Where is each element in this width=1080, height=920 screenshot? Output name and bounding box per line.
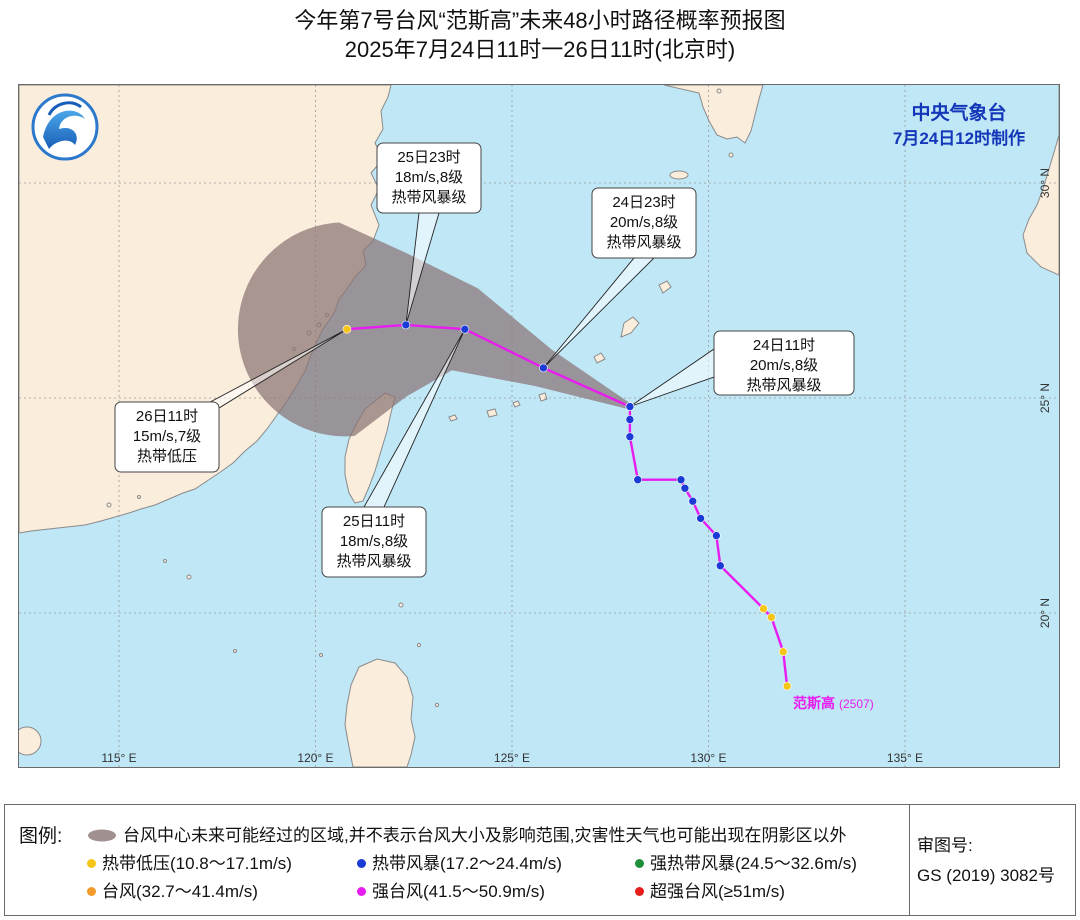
map-canvas: 115° E 120° E 125° E 130° E 135° E 30° N 25° N…: [19, 85, 1059, 767]
callout-box: [713, 330, 855, 396]
legend-divider: [909, 805, 910, 915]
lat-label: 20° N: [1038, 598, 1052, 628]
past-track-point: [767, 612, 776, 622]
callout-time: 24日11时: [753, 337, 815, 354]
forecast-track-point: [342, 324, 352, 334]
legend-item: 台风(32.7～41.4m/s): [87, 877, 258, 902]
title-block: 今年第7号台风“范斯高”未来48小时路径概率预报图 2025年7月24日11时一…: [0, 6, 1080, 64]
land-jeju: [669, 170, 689, 180]
legend-dot-icon: [635, 859, 644, 868]
lon-label: 115° E: [101, 751, 136, 765]
callout-wind: 20m/s,8级: [750, 357, 818, 374]
cma-logo: [31, 93, 99, 161]
track-map: 115° E 120° E 125° E 130° E 135° E 30° N 25° N…: [18, 84, 1060, 768]
legend-item: 热带低压(10.8～17.1m/s): [87, 849, 292, 874]
legend-item: 热带风暴(17.2～24.4m/s): [357, 849, 562, 874]
callout-time: 25日11时: [343, 513, 405, 530]
legend-title: 图例:: [19, 826, 63, 847]
legend-dot-icon: [87, 887, 96, 896]
callout-time: 26日11时: [136, 408, 198, 425]
lon-label: 120° E: [297, 751, 333, 765]
callout-time: 25日23时: [397, 149, 460, 166]
callout-category: 热带风暴级: [336, 553, 411, 570]
forecast-callouts: 24日11时20m/s,8级热带风暴级24日23时20m/s,8级热带风暴级25…: [114, 142, 855, 578]
legend-dot-icon: [357, 859, 366, 868]
legend-item-label: 热带风暴(17.2～24.4m/s): [372, 854, 562, 873]
legend-item: 超强台风(≥51m/s): [635, 877, 785, 902]
callout-box: [591, 187, 697, 259]
legend-item-label: 强热带风暴(24.5～32.6m/s): [650, 854, 857, 873]
track-points: [342, 320, 792, 691]
callout-wind: 18m/s,8级: [395, 169, 463, 186]
land-hainan: [19, 726, 42, 756]
land-korea: [663, 85, 764, 144]
legend-dot-icon: [87, 859, 96, 868]
legend-item-label: 超强台风(≥51m/s): [650, 882, 785, 901]
callout-category: 热带风暴级: [746, 377, 821, 394]
callout-category: 热带低压: [137, 448, 197, 465]
legend-item-label: 台风(32.7～41.4m/s): [102, 882, 258, 901]
storm-code: (2507): [839, 697, 874, 711]
legend-item-label: 热带低压(10.8～17.1m/s): [102, 854, 292, 873]
callout-box: [376, 142, 482, 214]
probability-cone: [237, 222, 632, 437]
lon-label: 130° E: [690, 751, 726, 765]
cone-swatch-icon: [88, 829, 116, 842]
map-title: 今年第7号台风“范斯高”未来48小时路径概率预报图: [294, 8, 786, 33]
legend-dot-icon: [357, 887, 366, 896]
callout-box: [321, 506, 427, 578]
legend-cone-row: 台风中心未来可能经过的区域,并不表示台风大小及影响范围,灾害性天气也可能出现在阴…: [87, 821, 846, 846]
past-track-point: [715, 561, 725, 571]
lat-label: 25° N: [1038, 383, 1052, 413]
agency-issued-time: 7月24日12时制作: [893, 128, 1025, 148]
past-track-point: [680, 483, 690, 493]
past-track-point: [759, 604, 768, 614]
past-track-point: [688, 496, 698, 506]
storm-name-label: 范斯高 (2507): [793, 695, 874, 711]
legend-panel: 图例: 台风中心未来可能经过的区域,并不表示台风大小及影响范围,灾害性天气也可能…: [4, 804, 1076, 916]
past-track-point: [633, 475, 643, 485]
callout-wind: 18m/s,8级: [340, 533, 408, 550]
callout-time: 24日23时: [612, 194, 675, 211]
callout-category: 热带风暴级: [606, 234, 681, 251]
past-track-point: [625, 415, 635, 424]
callout-wind: 15m/s,7级: [133, 428, 201, 445]
lon-label: 135° E: [887, 751, 923, 765]
land-kyushu: [1022, 85, 1059, 276]
legend-dot-icon: [635, 887, 644, 896]
legend-item: 强热带风暴(24.5～32.6m/s): [635, 849, 857, 874]
ryukyu-islands: [448, 280, 672, 422]
callout-box: [114, 401, 220, 473]
forecast-track-point: [539, 363, 548, 373]
forecast-track-point: [625, 402, 635, 411]
callout-category: 热带风暴级: [391, 189, 466, 206]
forecast-track-point: [401, 320, 411, 330]
past-track-point: [782, 681, 792, 691]
approval-number: GS (2019) 3082号: [917, 866, 1055, 885]
legend-cone-text: 台风中心未来可能经过的区域,并不表示台风大小及影响范围,灾害性天气也可能出现在阴…: [123, 826, 847, 845]
past-track-point: [696, 514, 705, 523]
map-subtitle: 2025年7月24日11时一26日11时(北京时): [344, 37, 736, 62]
agency-name: 中央气象台: [911, 101, 1006, 124]
past-track-point: [712, 531, 721, 540]
lat-label: 30° N: [1038, 168, 1052, 198]
past-track-point: [625, 432, 635, 442]
callout-wind: 20m/s,8级: [610, 214, 678, 231]
storm-name: 范斯高: [793, 695, 835, 711]
forecast-track-point: [460, 324, 470, 334]
lon-label: 125° E: [494, 751, 530, 765]
past-track-point: [676, 475, 686, 485]
legend-item-label: 强台风(41.5～50.9m/s): [372, 882, 545, 901]
past-track-point: [778, 647, 788, 657]
approval-label: 审图号:: [917, 836, 973, 855]
legend-item: 强台风(41.5～50.9m/s): [357, 877, 545, 902]
land-luzon: [344, 658, 416, 767]
